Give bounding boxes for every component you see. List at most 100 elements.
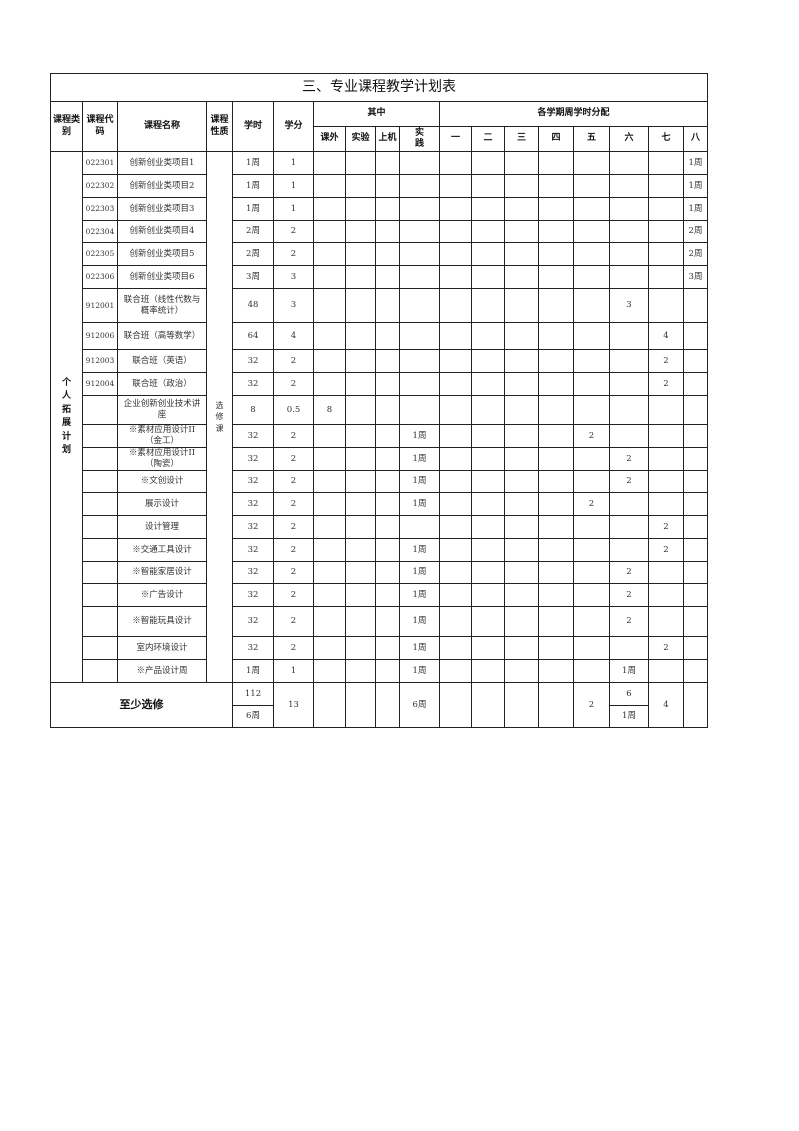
course-code: 022301 bbox=[82, 151, 118, 175]
course-name: 室内环境设计 bbox=[117, 636, 207, 660]
header-semester: 一 bbox=[439, 126, 472, 152]
among-cell bbox=[375, 492, 400, 516]
among-cell bbox=[313, 636, 346, 660]
semester-cell bbox=[573, 349, 610, 373]
course-credits: 2 bbox=[273, 470, 314, 493]
among-cell bbox=[313, 424, 346, 448]
semester-cell bbox=[504, 636, 539, 660]
semester-cell bbox=[504, 372, 539, 396]
semester-cell bbox=[648, 424, 684, 448]
semester-cell bbox=[504, 349, 539, 373]
course-hours: 2周 bbox=[232, 220, 274, 243]
course-code bbox=[82, 470, 118, 493]
semester-cell bbox=[648, 174, 684, 198]
total-label: 至少选修 bbox=[50, 682, 233, 728]
semester-cell: 1周 bbox=[682, 151, 709, 175]
among-cell bbox=[375, 265, 400, 289]
semester-cell bbox=[439, 372, 472, 396]
among-cell bbox=[375, 242, 400, 266]
semester-cell bbox=[682, 636, 709, 660]
semester-cell bbox=[538, 447, 574, 471]
semester-cell bbox=[538, 197, 574, 221]
among-cell bbox=[345, 242, 376, 266]
header-semester: 五 bbox=[573, 126, 610, 152]
header-among-col: 实践 bbox=[399, 126, 440, 152]
among-cell bbox=[345, 424, 376, 448]
table-row: ※智能玩具设计 32 2 1周 2 bbox=[51, 606, 709, 637]
course-hours: 32 bbox=[232, 538, 274, 562]
course-name: 创新创业类项目4 bbox=[117, 220, 207, 243]
among-cell bbox=[345, 288, 376, 323]
header-among: 其中 bbox=[313, 101, 440, 127]
table-row: 022305 创新创业类项目5 2周 2 2周 bbox=[51, 242, 709, 266]
table-row: 022303 创新创业类项目3 1周 1 1周 bbox=[51, 197, 709, 221]
semester-cell bbox=[682, 515, 709, 539]
semester-cell bbox=[538, 515, 574, 539]
course-name: 创新创业类项目2 bbox=[117, 174, 207, 198]
among-cell bbox=[345, 322, 376, 350]
course-name: 展示设计 bbox=[117, 492, 207, 516]
among-cell: 1周 bbox=[399, 583, 440, 607]
header-hours: 学时 bbox=[232, 101, 274, 152]
semester-cell bbox=[471, 636, 505, 660]
among-cell bbox=[375, 470, 400, 493]
semester-cell bbox=[471, 288, 505, 323]
header-semester: 二 bbox=[471, 126, 505, 152]
among-cell bbox=[345, 682, 376, 728]
among-cell bbox=[313, 288, 346, 323]
header-name: 课程名称 bbox=[117, 101, 207, 152]
semester-cell bbox=[573, 606, 610, 637]
semester-cell bbox=[504, 220, 539, 243]
semester-cell bbox=[573, 538, 610, 562]
semester-cell bbox=[609, 151, 649, 175]
course-name: 企业创新创业技术讲座 bbox=[117, 395, 207, 425]
semester-cell bbox=[471, 174, 505, 198]
semester-cell bbox=[648, 606, 684, 637]
table-row: 912006 联合班（高等数学） 64 4 4 bbox=[51, 322, 709, 350]
course-credits: 2 bbox=[273, 561, 314, 584]
semester-cell bbox=[504, 561, 539, 584]
semester-cell bbox=[439, 174, 472, 198]
semester-cell bbox=[648, 288, 684, 323]
semester-cell: 2 bbox=[573, 424, 610, 448]
total-row: 至少选修 112 13 6周 2 6 4 bbox=[50, 682, 709, 728]
among-cell bbox=[399, 265, 440, 289]
semester-cell bbox=[609, 349, 649, 373]
course-code: 022305 bbox=[82, 242, 118, 266]
semester-cell bbox=[682, 492, 709, 516]
table-row: ※文创设计 32 2 1周 2 bbox=[51, 470, 709, 493]
semester-cell bbox=[439, 322, 472, 350]
total-practice: 6周 bbox=[399, 682, 440, 728]
among-cell: 1周 bbox=[399, 470, 440, 493]
semester-cell: 2 bbox=[648, 372, 684, 396]
semester-cell bbox=[439, 220, 472, 243]
among-cell: 8 bbox=[313, 395, 346, 425]
total-sem6-bottom: 1周 bbox=[609, 705, 649, 728]
course-credits: 2 bbox=[273, 242, 314, 266]
course-hours: 32 bbox=[232, 561, 274, 584]
course-hours: 32 bbox=[232, 447, 274, 471]
semester-cell bbox=[682, 395, 709, 425]
semester-cell bbox=[538, 583, 574, 607]
course-hours: 48 bbox=[232, 288, 274, 323]
course-name: ※素材应用设计II（陶瓷） bbox=[117, 447, 207, 471]
course-hours: 32 bbox=[232, 515, 274, 539]
semester-cell: 1周 bbox=[682, 197, 709, 221]
semester-cell bbox=[682, 372, 709, 396]
table-title: 三、专业课程教学计划表 bbox=[49, 73, 709, 102]
course-code: 022303 bbox=[82, 197, 118, 221]
semester-cell bbox=[439, 424, 472, 448]
semester-cell bbox=[609, 395, 649, 425]
table-row: 展示设计 32 2 1周 2 bbox=[51, 492, 709, 516]
semester-cell bbox=[538, 288, 574, 323]
header-among-col: 课外 bbox=[313, 126, 346, 152]
table-row: ※素材应用设计II（陶瓷） 32 2 1周 2 bbox=[51, 447, 709, 471]
course-code bbox=[82, 424, 118, 448]
semester-cell bbox=[538, 372, 574, 396]
semester-cell bbox=[504, 583, 539, 607]
among-cell bbox=[313, 659, 346, 683]
course-code: 022302 bbox=[82, 174, 118, 198]
among-cell bbox=[345, 151, 376, 175]
semester-cell bbox=[682, 322, 709, 350]
course-credits: 1 bbox=[273, 659, 314, 683]
